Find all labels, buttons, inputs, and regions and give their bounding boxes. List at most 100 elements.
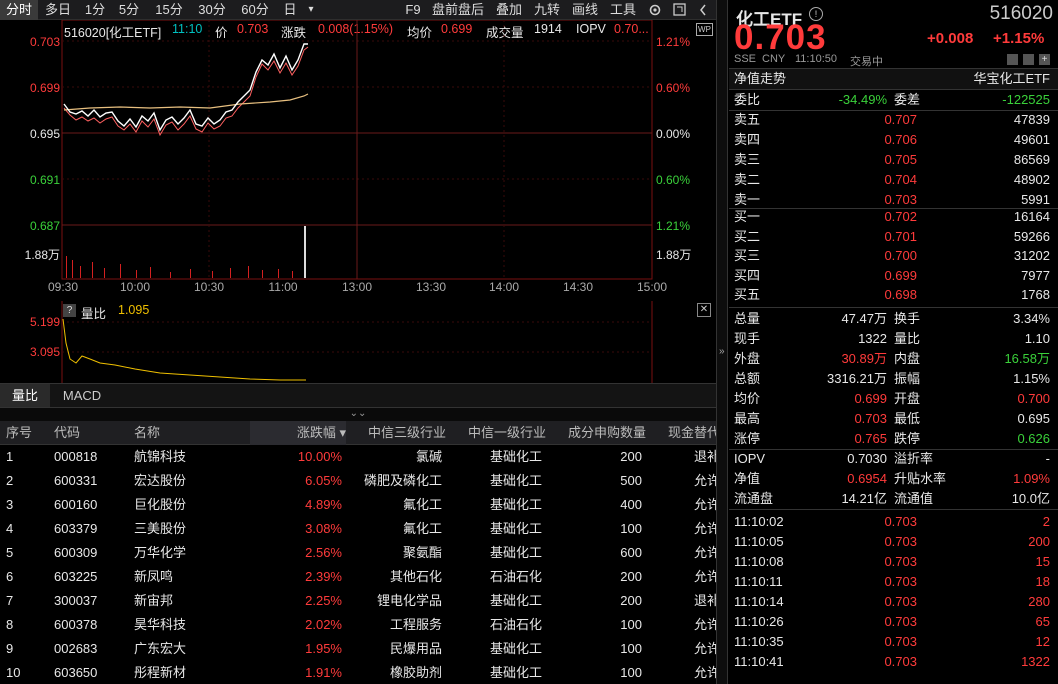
table-row[interactable]: 1 000818 航锦科技 10.00% 氯碱 基础化工 200 退补 (0, 445, 716, 469)
iopv-value: 1.09% (1013, 471, 1050, 486)
tab-day[interactable]: 日 (283, 2, 297, 17)
ask-row[interactable]: 卖三 0.705 86569 (729, 150, 1058, 170)
cell-citic-l1: 基础化工 (489, 497, 542, 512)
ask-row[interactable]: 卖一 0.703 5991 (729, 190, 1058, 210)
draw-line-button[interactable]: 画线 (571, 2, 598, 17)
tab-multiday[interactable]: 多日 (44, 2, 71, 17)
order-diff: -122525 (1002, 92, 1050, 107)
table-row[interactable]: 4 603379 三美股份 3.08% 氟化工 基础化工 100 允许 (0, 517, 716, 541)
edit-icon[interactable] (1007, 54, 1018, 65)
tab-volume-ratio[interactable]: 量比 (0, 384, 50, 408)
tab-1min[interactable]: 1分 (84, 2, 106, 17)
col-code[interactable]: 代码 (54, 425, 81, 440)
table-row[interactable]: 9 002683 广东宏大 1.95% 民爆用品 基础化工 100 允许 (0, 637, 716, 661)
table-row[interactable]: 8 600378 昊华科技 2.02% 工程服务 石油石化 100 允许 (0, 613, 716, 637)
help-icon[interactable]: ? (63, 304, 76, 317)
volume-bar (80, 266, 81, 278)
cell-citic-l1: 石油石化 (489, 617, 542, 632)
iopv-label: IOPV (734, 451, 766, 466)
bell-icon[interactable] (1023, 54, 1034, 65)
stat-label: 总量 (734, 311, 761, 326)
col-index[interactable]: 序号 (6, 425, 33, 440)
y-pct-low: 1.21% (656, 219, 691, 233)
tools-button[interactable]: 工具 (609, 2, 636, 17)
y-label-up: 0.699 (29, 81, 60, 95)
cell-cash-sub: 允许 (694, 545, 716, 560)
tick-time: 11:10:11 (734, 574, 783, 589)
vol-label-left: 1.88万 (24, 248, 60, 262)
tick-price: 0.703 (884, 514, 917, 529)
close-icon[interactable]: ✕ (697, 303, 711, 317)
ask-row[interactable]: 卖五 0.707 47839 (729, 110, 1058, 130)
f9-button[interactable]: F9 (405, 2, 421, 17)
table-row[interactable]: 5 600309 万华化学 2.56% 聚氨酯 基础化工 600 允许 (0, 541, 716, 565)
tick-time: 11:10:05 (734, 534, 784, 549)
tab-30min[interactable]: 30分 (198, 2, 226, 17)
price-plot (61, 20, 653, 280)
col-name[interactable]: 名称 (134, 425, 161, 440)
collapse-chevron-icon[interactable]: ⌄⌄ (0, 407, 716, 421)
y-label-down: 0.691 (29, 173, 60, 187)
bid-row[interactable]: 买三 0.700 31202 (729, 246, 1058, 266)
table-row[interactable]: 7 300037 新宙邦 2.25% 锂电化学品 基础化工 200 退补 (0, 589, 716, 613)
pre-post-market-button[interactable]: 盘前盘后 (431, 2, 484, 17)
tick-volume: 1322 (1021, 654, 1050, 669)
y-label-high: 0.703 (29, 35, 60, 49)
table-row[interactable]: 3 600160 巨化股份 4.89% 氟化工 基础化工 400 允许 (0, 493, 716, 517)
wp-badge[interactable]: WP (696, 23, 713, 36)
ask-row[interactable]: 卖二 0.704 48902 (729, 170, 1058, 190)
add-icon[interactable]: + (1039, 54, 1050, 65)
col-citic-l3[interactable]: 中信三级行业 (367, 425, 446, 440)
price-label: 价 (215, 26, 228, 40)
tab-5min[interactable]: 5分 (118, 2, 140, 17)
ask-level-label: 卖三 (734, 152, 761, 167)
expand-chevron-icon[interactable]: » (719, 346, 725, 357)
volume-label: 成交量 (486, 26, 524, 40)
cell-code: 600309 (54, 545, 98, 560)
bid-row[interactable]: 买一 0.702 16164 (729, 207, 1058, 227)
bid-row[interactable]: 买四 0.699 7977 (729, 266, 1058, 286)
tick-price: 0.703 (884, 534, 917, 549)
table-row[interactable]: 10 603650 彤程新材 1.91% 橡胶助剂 基础化工 100 允许 (0, 661, 716, 684)
iopv-value: 10.0亿 (1011, 491, 1050, 506)
volume-ratio-panel[interactable]: ? 量比 1.095 ✕ 5.199 3.095 (0, 301, 716, 383)
nav-trend-link[interactable]: 净值走势 (734, 71, 787, 86)
tab-macd[interactable]: MACD (62, 388, 102, 403)
tab-60min[interactable]: 60分 (241, 2, 269, 17)
col-creation-qty[interactable]: 成分申购数量 (567, 425, 646, 440)
bid-volume: 59266 (1013, 228, 1050, 244)
intraday-chart[interactable]: 516020[化工ETF] 11:10 价 0.703 涨跌 0.008(1.1… (0, 20, 716, 299)
x-tick-1400: 14:00 (488, 280, 520, 294)
cell-code: 600331 (54, 473, 98, 488)
bid-row[interactable]: 买二 0.701 59266 (729, 227, 1058, 247)
cell-change: 2.02% (305, 617, 342, 632)
tick-price: 0.703 (884, 594, 917, 609)
y-pct-high: 1.21% (656, 35, 691, 49)
cell-cash-sub: 允许 (694, 617, 716, 632)
fullscreen-icon[interactable] (668, 0, 690, 20)
volume-bar (72, 260, 73, 278)
tab-intraday[interactable]: 分时 (0, 0, 38, 20)
overlay-button[interactable]: 叠加 (495, 2, 522, 17)
info-icon[interactable]: ! (809, 7, 823, 21)
stat-label: 换手 (894, 311, 921, 326)
chevron-left-icon[interactable] (694, 0, 712, 20)
col-citic-l1[interactable]: 中信一级行业 (467, 425, 546, 440)
settings-gear-icon[interactable] (644, 0, 666, 20)
col-cash-sub[interactable]: 现金替代 (668, 425, 716, 440)
ask-row[interactable]: 卖四 0.706 49601 (729, 130, 1058, 150)
bid-row[interactable]: 买五 0.698 1768 (729, 285, 1058, 305)
tab-15min[interactable]: 15分 (155, 2, 183, 17)
security-code: 516020 (989, 3, 1053, 24)
col-change-sorted[interactable]: 涨跌幅 ▾ (250, 421, 346, 445)
tick-divider (729, 509, 1058, 510)
stat-label: 总额 (734, 371, 761, 386)
table-row[interactable]: 2 600331 宏达股份 6.05% 磷肥及磷化工 基础化工 500 允许 (0, 469, 716, 493)
nine-turn-button[interactable]: 九转 (533, 2, 560, 17)
table-row[interactable]: 6 603225 新凤鸣 2.39% 其他石化 石油石化 200 允许 (0, 565, 716, 589)
bid-level-label: 买一 (734, 209, 761, 224)
panel-divider[interactable]: » (716, 0, 728, 684)
bid-level-label: 买三 (734, 248, 761, 263)
cell-citic-l1: 基础化工 (489, 473, 542, 488)
more-periods-chevron-icon[interactable]: ▾ (308, 4, 314, 15)
